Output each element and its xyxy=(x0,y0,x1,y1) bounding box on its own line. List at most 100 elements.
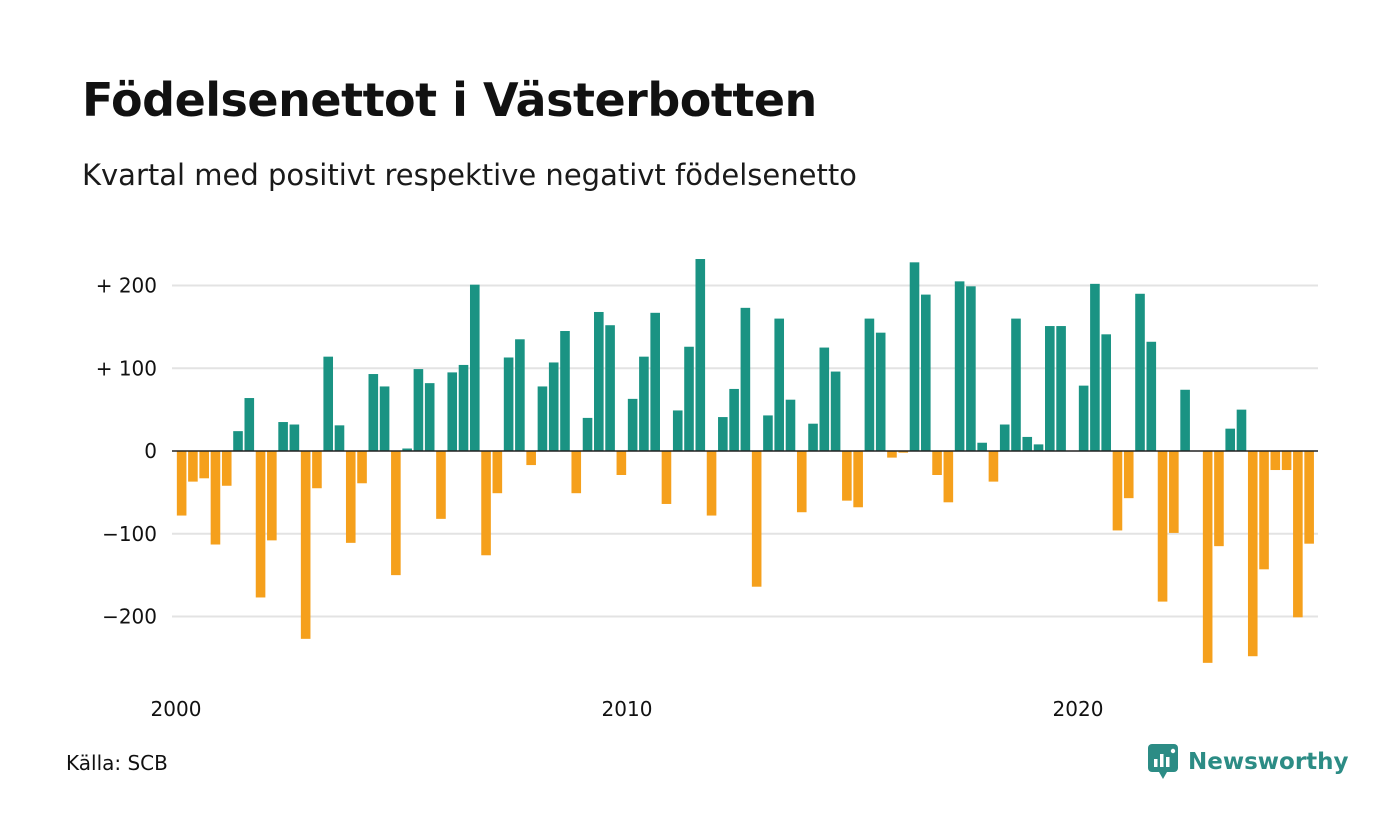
bar xyxy=(391,451,401,576)
bar xyxy=(842,451,852,501)
y-tick-label: + 200 xyxy=(96,274,157,298)
bar xyxy=(616,451,627,475)
bar xyxy=(1146,341,1157,451)
bar xyxy=(323,356,334,451)
bar xyxy=(1022,436,1033,451)
bar xyxy=(267,451,277,541)
bar xyxy=(1123,451,1134,499)
bar xyxy=(458,364,469,451)
newsworthy-logo-icon xyxy=(1148,744,1178,779)
bar xyxy=(436,451,446,519)
bar xyxy=(1202,451,1213,663)
bar xyxy=(729,388,739,451)
bar xyxy=(830,371,841,451)
bar xyxy=(1214,451,1224,547)
bar xyxy=(413,369,424,451)
bar xyxy=(1078,385,1089,451)
chart-subtitle: Kvartal med positivt respektive negativt… xyxy=(82,158,857,192)
bar xyxy=(1270,451,1281,471)
bar xyxy=(898,451,909,453)
bar xyxy=(188,451,198,482)
bar xyxy=(199,451,209,479)
bar xyxy=(853,451,863,508)
bar xyxy=(424,383,435,451)
y-tick-label: −100 xyxy=(102,522,157,546)
bar xyxy=(751,451,762,587)
bar xyxy=(1090,283,1100,452)
bar xyxy=(1281,451,1292,471)
bar xyxy=(920,294,931,451)
bar xyxy=(469,284,480,451)
bar xyxy=(1225,428,1236,451)
bar xyxy=(1169,451,1179,533)
bar xyxy=(1112,451,1123,531)
bar xyxy=(481,451,491,556)
bar xyxy=(526,451,536,466)
bar xyxy=(1101,334,1111,451)
bar xyxy=(221,451,232,486)
bar-chart: + 200 + 100 0 −100 −200 2000 2010 2020 xyxy=(96,259,1318,721)
bar xyxy=(695,259,706,451)
bar xyxy=(447,372,458,451)
bar xyxy=(706,451,717,516)
x-tick-label: 2020 xyxy=(1053,697,1104,721)
bar xyxy=(492,451,503,494)
bar xyxy=(943,451,954,503)
bar xyxy=(909,262,920,451)
bar xyxy=(1293,451,1303,618)
bar xyxy=(864,318,875,451)
axes: + 200 + 100 0 −100 −200 2000 2010 2020 xyxy=(96,274,1318,721)
bar xyxy=(537,386,548,451)
bar xyxy=(357,451,367,484)
bar xyxy=(1259,451,1269,570)
bar xyxy=(672,410,683,451)
x-tick-label: 2010 xyxy=(602,697,653,721)
x-tick-label: 2000 xyxy=(151,697,202,721)
bar xyxy=(594,311,604,451)
bar xyxy=(503,357,514,451)
bar xyxy=(1247,451,1258,657)
bar xyxy=(571,451,582,494)
bar xyxy=(1180,389,1190,451)
bar xyxy=(1045,326,1055,451)
bar xyxy=(718,417,728,451)
brand-name: Newsworthy xyxy=(1188,749,1349,775)
y-tick-label: 0 xyxy=(144,439,157,463)
bar xyxy=(932,451,942,475)
bar xyxy=(1011,318,1021,451)
bar xyxy=(300,451,311,639)
bar xyxy=(875,332,886,451)
bar xyxy=(684,346,694,452)
bar xyxy=(977,442,987,452)
bar xyxy=(796,451,807,513)
bar xyxy=(627,398,638,451)
bar xyxy=(605,325,615,451)
bar xyxy=(954,281,965,451)
bar xyxy=(582,417,593,451)
bar xyxy=(1157,451,1168,602)
bar xyxy=(548,362,559,451)
bar xyxy=(763,415,773,451)
bar xyxy=(774,318,785,451)
bar xyxy=(639,356,649,451)
bar xyxy=(1056,326,1066,451)
grid-lines xyxy=(172,284,1318,618)
bar xyxy=(819,347,830,451)
bar xyxy=(289,424,300,451)
bar xyxy=(334,425,345,451)
bar xyxy=(1135,293,1145,451)
bar xyxy=(999,424,1010,451)
brand: Newsworthy xyxy=(1148,744,1349,780)
bar xyxy=(345,451,356,543)
bar xyxy=(176,451,187,516)
y-tick-label: −200 xyxy=(102,605,157,629)
bars xyxy=(176,259,1314,663)
bar xyxy=(785,399,796,451)
bar xyxy=(255,451,266,598)
bar xyxy=(661,451,672,504)
bar xyxy=(515,339,525,451)
bar xyxy=(650,312,660,451)
bar xyxy=(1304,451,1314,544)
bar xyxy=(1236,409,1247,452)
bar xyxy=(402,448,412,451)
